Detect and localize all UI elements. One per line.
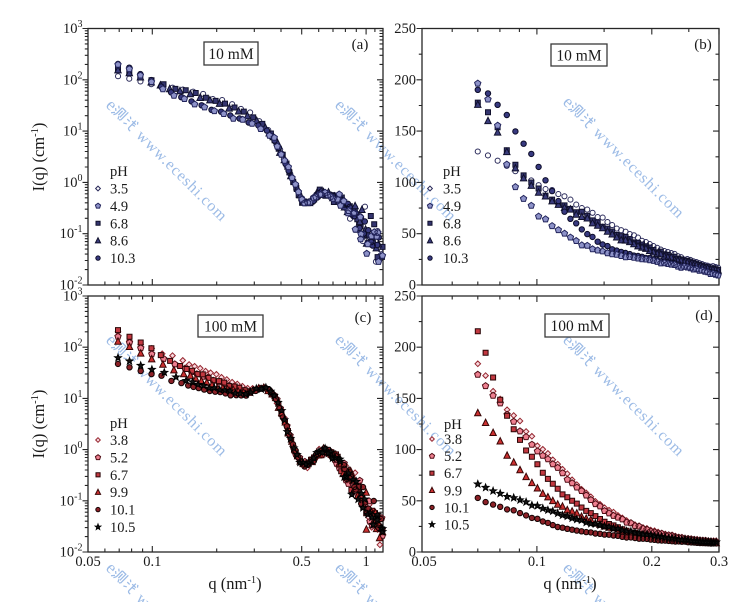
svg-text:10.1: 10.1 [444, 500, 469, 516]
svg-text:9.9: 9.9 [110, 485, 128, 501]
svg-text:0.05: 0.05 [411, 554, 436, 570]
svg-text:6.8: 6.8 [110, 216, 128, 232]
svg-text:250: 250 [394, 21, 416, 37]
svg-text:(b): (b) [694, 37, 712, 53]
svg-text:4.9: 4.9 [110, 199, 128, 215]
svg-text:pH: pH [110, 416, 128, 432]
svg-text:6.7: 6.7 [444, 466, 462, 482]
svg-text:50: 50 [402, 226, 417, 242]
svg-text:200: 200 [394, 340, 416, 356]
svg-text:3.8: 3.8 [444, 432, 462, 448]
svg-text:0: 0 [409, 545, 416, 561]
svg-text:10.3: 10.3 [110, 251, 135, 267]
svg-text:50: 50 [402, 493, 417, 509]
svg-text:pH: pH [443, 164, 461, 180]
svg-text:6.8: 6.8 [443, 216, 461, 232]
svg-text:0.05: 0.05 [75, 554, 100, 570]
svg-text:100: 100 [394, 175, 416, 191]
svg-text:(d): (d) [695, 308, 713, 324]
svg-text:(a): (a) [352, 37, 369, 53]
svg-text:10.1: 10.1 [110, 503, 135, 519]
svg-text:10.5: 10.5 [444, 518, 469, 534]
svg-text:10.3: 10.3 [443, 251, 468, 267]
svg-text:10.5: 10.5 [110, 520, 135, 536]
svg-text:0.1: 0.1 [528, 554, 546, 570]
svg-text:3.5: 3.5 [443, 182, 461, 198]
svg-text:0.3: 0.3 [710, 554, 728, 570]
svg-text:5.2: 5.2 [444, 449, 462, 465]
svg-text:10 mM: 10 mM [556, 48, 601, 65]
svg-text:(c): (c) [355, 310, 372, 326]
svg-text:pH: pH [444, 417, 462, 433]
svg-text:0.5: 0.5 [293, 554, 311, 570]
svg-text:1: 1 [362, 554, 369, 570]
svg-text:200: 200 [394, 72, 416, 88]
svg-text:3.8: 3.8 [110, 433, 128, 449]
svg-text:5.2: 5.2 [110, 450, 128, 466]
svg-text:150: 150 [394, 124, 416, 140]
svg-text:9.9: 9.9 [444, 483, 462, 499]
svg-text:I(q) (cm-1): I(q) (cm-1) [29, 123, 48, 192]
svg-text:0: 0 [409, 278, 416, 294]
svg-text:100 mM: 100 mM [204, 319, 257, 336]
svg-text:pH: pH [110, 164, 128, 180]
svg-text:I(q) (cm-1): I(q) (cm-1) [29, 390, 48, 459]
svg-text:0.1: 0.1 [143, 554, 161, 570]
svg-text:8.6: 8.6 [110, 234, 128, 250]
svg-text:4.9: 4.9 [443, 199, 461, 215]
svg-text:100 mM: 100 mM [551, 318, 604, 335]
svg-text:250: 250 [394, 289, 416, 305]
svg-text:8.6: 8.6 [443, 234, 461, 250]
svg-text:150: 150 [394, 391, 416, 407]
svg-text:6.7: 6.7 [110, 468, 128, 484]
svg-text:0.2: 0.2 [643, 554, 661, 570]
svg-text:100: 100 [394, 442, 416, 458]
svg-text:10 mM: 10 mM [208, 46, 253, 63]
svg-text:3.5: 3.5 [110, 182, 128, 198]
